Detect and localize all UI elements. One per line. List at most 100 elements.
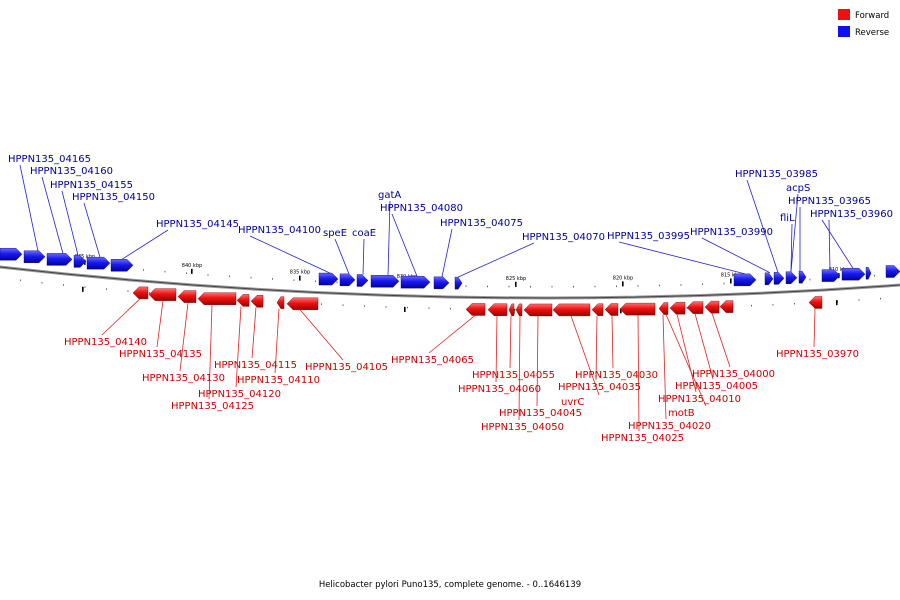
forward-gene-arrow[interactable] — [808, 296, 823, 309]
reverse-gene-arrow[interactable] — [110, 259, 134, 272]
reverse-gene-label[interactable]: HPPN135_04080 — [380, 203, 463, 214]
forward-gene-label[interactable]: HPPN135_04125 — [171, 401, 254, 412]
major-tick — [191, 268, 193, 274]
minor-tick — [63, 284, 64, 286]
reverse-gene-arrow[interactable] — [73, 255, 87, 268]
reverse-gene-arrow[interactable] — [339, 273, 356, 287]
reverse-gene-arrow[interactable] — [370, 275, 400, 288]
minor-tick — [573, 285, 574, 288]
forward-gene-arrow[interactable] — [132, 286, 149, 300]
reverse-gene-arrow[interactable] — [86, 256, 111, 270]
forward-gene-arrow[interactable] — [552, 303, 591, 317]
forward-gene-arrow[interactable] — [704, 300, 720, 314]
forward-gene-label[interactable]: HPPN135_04130 — [142, 373, 225, 384]
reverse-gene-arrow[interactable] — [885, 265, 900, 278]
forward-gene-label[interactable]: HPPN135_04060 — [458, 384, 541, 395]
forward-gene-label[interactable]: HPPN135_04120 — [198, 389, 281, 400]
reverse-gene-label[interactable]: coaE — [352, 228, 376, 239]
forward-gene-label[interactable]: HPPN135_04135 — [119, 349, 202, 360]
reverse-gene-arrow[interactable] — [785, 271, 798, 284]
forward-gene-label[interactable]: uvrC — [561, 397, 584, 408]
minor-tick — [809, 278, 811, 281]
forward-gene-arrow[interactable] — [465, 303, 486, 316]
forward-gene-arrow[interactable] — [604, 303, 619, 316]
reverse-gene-label[interactable]: HPPN135_03960 — [810, 209, 893, 220]
forward-gene-label[interactable]: HPPN135_04055 — [472, 370, 555, 381]
reverse-gene-label[interactable]: HPPN135_03965 — [788, 196, 871, 207]
forward-gene-label[interactable]: HPPN135_04045 — [499, 408, 582, 419]
reverse-gene-label[interactable]: HPPN135_04100 — [238, 225, 321, 236]
forward-gene-arrow[interactable] — [286, 297, 319, 310]
label-leader-line — [387, 200, 391, 276]
forward-gene-arrow[interactable] — [719, 300, 734, 313]
reverse-gene-arrow[interactable] — [773, 272, 785, 285]
forward-gene-label[interactable]: HPPN135_04035 — [558, 382, 641, 393]
forward-gene-arrow[interactable] — [591, 303, 604, 316]
reverse-gene-arrow[interactable] — [23, 250, 46, 263]
forward-gene-arrow[interactable] — [236, 294, 250, 307]
forward-gene-label[interactable]: HPPN135_04110 — [237, 375, 320, 386]
forward-gene-label[interactable]: HPPN135_04030 — [575, 370, 658, 381]
forward-gene-label[interactable]: motB — [668, 408, 695, 419]
forward-gene-label[interactable]: HPPN135_04020 — [628, 421, 711, 432]
reverse-gene-arrow[interactable] — [400, 275, 431, 289]
reverse-gene-arrow[interactable] — [841, 267, 866, 281]
reverse-gene-label[interactable]: HPPN135_04070 — [522, 232, 605, 243]
reverse-gene-label[interactable]: HPPN135_04165 — [8, 154, 91, 165]
reverse-gene-label[interactable]: HPPN135_04145 — [156, 219, 239, 230]
forward-gene-label[interactable]: HPPN135_04000 — [692, 369, 775, 380]
reverse-gene-arrow[interactable] — [821, 269, 841, 282]
forward-gene-arrow[interactable] — [658, 302, 669, 315]
forward-gene-arrow[interactable] — [250, 295, 264, 308]
reverse-gene-arrow[interactable] — [46, 253, 73, 266]
forward-gene-label[interactable]: HPPN135_04115 — [214, 360, 297, 371]
reverse-gene-label[interactable]: HPPN135_04150 — [72, 192, 155, 203]
reverse-gene-label[interactable]: HPPN135_03995 — [607, 231, 690, 242]
forward-gene-arrow[interactable] — [197, 292, 237, 305]
reverse-gene-arrow[interactable] — [764, 272, 774, 286]
minor-tick — [41, 281, 43, 284]
forward-gene-label[interactable]: HPPN135_04010 — [658, 394, 741, 405]
reverse-gene-arrow[interactable] — [454, 276, 463, 290]
label-leader-line — [441, 228, 453, 277]
forward-gene-label[interactable]: HPPN135_04025 — [601, 433, 684, 444]
reverse-gene-arrow[interactable] — [356, 274, 369, 287]
reverse-gene-label[interactable]: gatA — [378, 190, 401, 201]
forward-gene-arrow[interactable] — [619, 302, 656, 316]
forward-gene-arrow[interactable] — [148, 288, 177, 301]
reverse-gene-arrow[interactable] — [865, 267, 872, 280]
forward-gene-arrow[interactable] — [686, 301, 704, 314]
forward-gene-label[interactable]: HPPN135_04140 — [64, 337, 147, 348]
reverse-gene-arrow[interactable] — [798, 270, 807, 284]
forward-gene-arrow[interactable] — [523, 303, 553, 317]
forward-gene-label[interactable]: HPPN135_04065 — [391, 355, 474, 366]
forward-gene-arrow[interactable] — [177, 290, 197, 303]
reverse-gene-label[interactable]: HPPN135_03985 — [735, 169, 818, 180]
forward-gene-label[interactable]: HPPN135_04050 — [481, 422, 564, 433]
forward-gene-arrow[interactable] — [508, 303, 515, 317]
reverse-gene-label[interactable]: HPPN135_04160 — [30, 166, 113, 177]
reverse-gene-label[interactable]: speE — [323, 228, 347, 239]
forward-gene-arrow[interactable] — [487, 303, 508, 316]
reverse-gene-label[interactable]: HPPN135_03990 — [690, 227, 773, 238]
minor-tick — [20, 279, 21, 282]
reverse-gene-label[interactable]: acpS — [786, 183, 810, 194]
minor-tick — [207, 274, 209, 276]
forward-gene-label[interactable]: HPPN135_04105 — [305, 362, 388, 373]
forward-gene-label[interactable]: HPPN135_03970 — [776, 349, 859, 360]
reverse-gene-label[interactable]: HPPN135_04155 — [50, 180, 133, 191]
label-leader-line — [828, 219, 831, 270]
reverse-gene-label[interactable]: HPPN135_04075 — [440, 218, 523, 229]
reverse-gene-arrow[interactable] — [433, 276, 450, 290]
forward-gene-label[interactable]: HPPN135_04005 — [675, 381, 758, 392]
reverse-gene-arrow[interactable] — [318, 272, 339, 286]
forward-gene-arrow[interactable] — [515, 303, 523, 317]
axis-tick-label: 815 kbp — [721, 272, 741, 278]
reverse-gene-arrow[interactable] — [0, 248, 23, 261]
reverse-gene-label[interactable]: fliL — [780, 213, 795, 224]
reverse-gene-arrow[interactable] — [733, 273, 757, 287]
forward-gene-arrow[interactable] — [669, 301, 686, 315]
label-leader-line — [495, 315, 498, 383]
forward-gene-arrow[interactable] — [276, 296, 285, 309]
label-leader-line — [334, 238, 350, 275]
